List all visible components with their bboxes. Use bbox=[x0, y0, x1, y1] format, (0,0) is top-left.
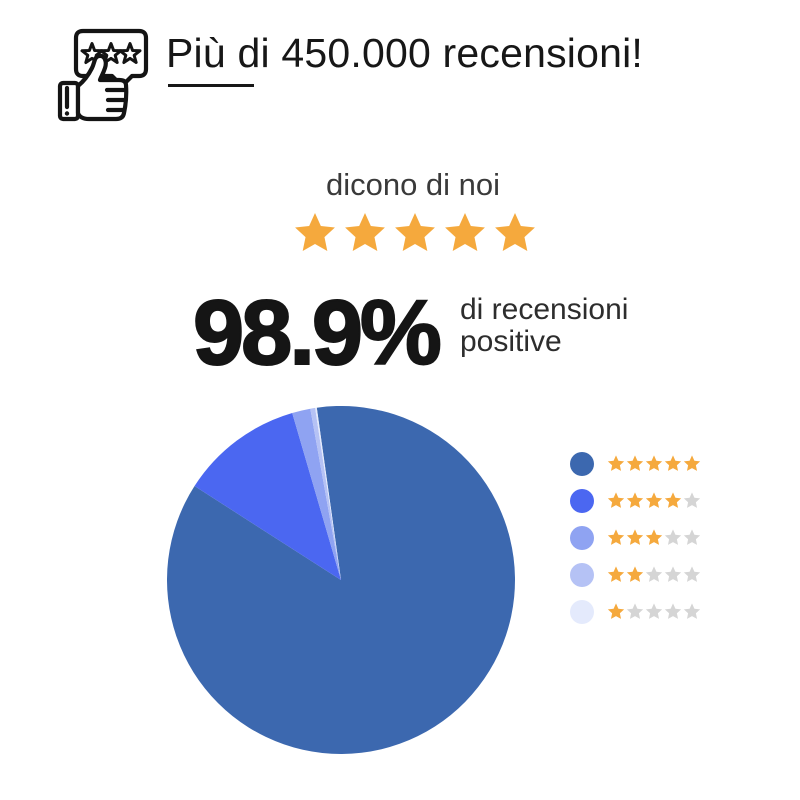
legend-star-rating bbox=[607, 492, 701, 510]
star-icon bbox=[445, 213, 485, 251]
pie-slice-2-star bbox=[310, 407, 341, 580]
star-icon bbox=[664, 455, 682, 471]
five-star-rating-row bbox=[293, 212, 537, 256]
legend-star-rating bbox=[607, 566, 701, 584]
star-icon bbox=[664, 603, 682, 619]
star-icon bbox=[607, 492, 625, 508]
legend-row-3-star bbox=[570, 526, 701, 550]
star-icon bbox=[645, 492, 663, 508]
legend-row-2-star bbox=[570, 563, 701, 587]
subtitle-text: dicono di noi bbox=[325, 167, 501, 202]
positive-reviews-percentage: 98.9% bbox=[192, 282, 443, 384]
reviews-pie-chart bbox=[167, 406, 515, 754]
star-icon bbox=[683, 566, 701, 582]
legend-star-rating bbox=[607, 603, 701, 621]
legend-star-rating bbox=[607, 455, 701, 473]
positive-reviews-label: di recensioni positive bbox=[460, 294, 628, 358]
star-icon bbox=[295, 213, 335, 251]
star-icon bbox=[607, 455, 625, 471]
legend-color-dot bbox=[570, 526, 594, 550]
star-icon bbox=[683, 492, 701, 508]
thumbs-up-review-icon bbox=[57, 28, 149, 122]
star-icon bbox=[626, 603, 644, 619]
star-icon bbox=[683, 455, 701, 471]
pie-slice-4-star bbox=[194, 412, 341, 580]
star-icon bbox=[683, 529, 701, 545]
pie-chart-legend bbox=[570, 452, 701, 624]
star-icon bbox=[626, 492, 644, 508]
page-title: Più di 450.000 recensioni! bbox=[166, 30, 644, 76]
star-icon bbox=[683, 603, 701, 619]
pie-slice-5-star bbox=[167, 406, 515, 754]
star-icon bbox=[645, 566, 663, 582]
title-underline bbox=[168, 84, 254, 87]
thumb-hand-shape bbox=[75, 53, 129, 122]
legend-color-dot bbox=[570, 563, 594, 587]
legend-row-1-star bbox=[570, 600, 701, 624]
bubble-star-icon bbox=[118, 42, 142, 64]
pie-slice-3-star bbox=[292, 408, 341, 580]
legend-color-dot bbox=[570, 600, 594, 624]
legend-color-dot bbox=[570, 489, 594, 513]
star-icon bbox=[345, 213, 385, 251]
star-icon bbox=[664, 529, 682, 545]
star-icon bbox=[645, 529, 663, 545]
star-icon bbox=[664, 492, 682, 508]
legend-star-rating bbox=[607, 529, 701, 547]
legend-row-4-star bbox=[570, 489, 701, 513]
star-icon bbox=[607, 603, 625, 619]
star-icon bbox=[645, 455, 663, 471]
star-icon bbox=[495, 213, 535, 251]
star-icon bbox=[395, 213, 435, 251]
legend-row-5-star bbox=[570, 452, 701, 476]
star-icon bbox=[626, 566, 644, 582]
star-icon bbox=[645, 603, 663, 619]
legend-color-dot bbox=[570, 452, 594, 476]
pie-slice-1-star bbox=[315, 407, 341, 580]
star-icon bbox=[664, 566, 682, 582]
star-icon bbox=[607, 529, 625, 545]
star-icon bbox=[607, 566, 625, 582]
positive-reviews-label-line2: positive bbox=[460, 325, 562, 358]
star-icon bbox=[626, 455, 644, 471]
positive-reviews-label-line1: di recensioni bbox=[460, 293, 629, 326]
star-icon bbox=[626, 529, 644, 545]
